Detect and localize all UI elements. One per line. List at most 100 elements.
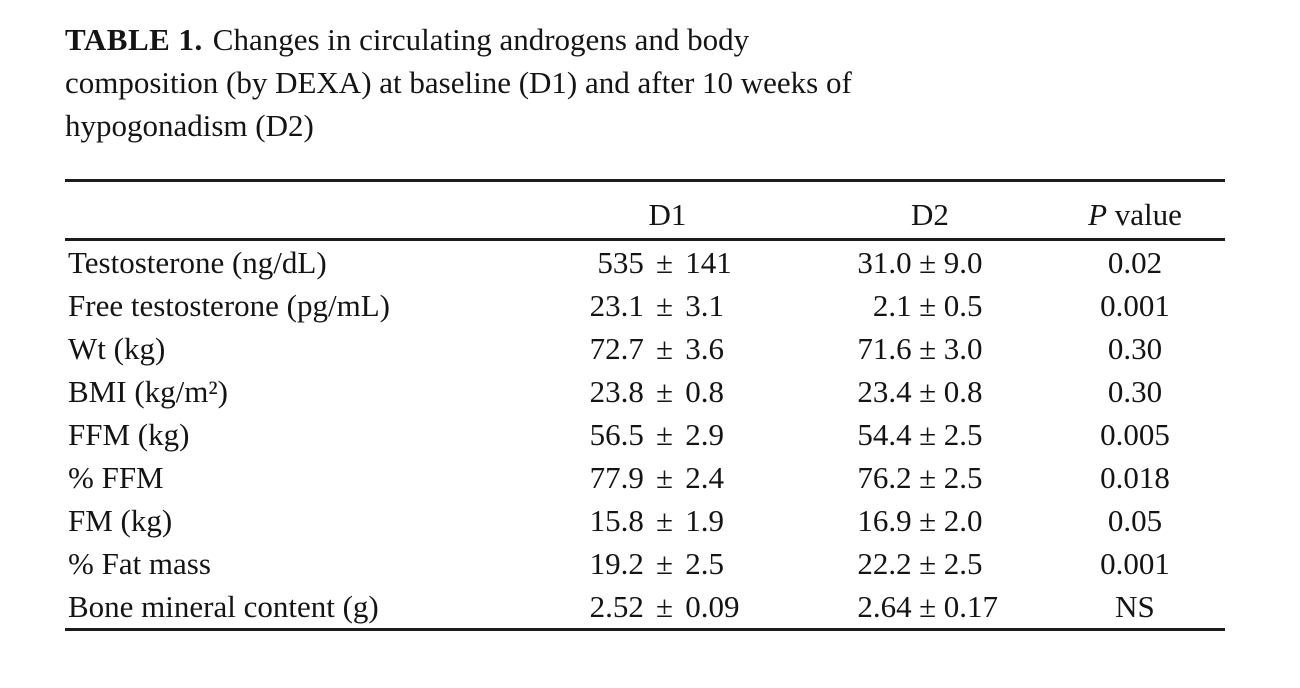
- d2-value: 76.2 ±2.5: [815, 456, 1045, 499]
- p-value: 0.05: [1107, 503, 1163, 538]
- plus-minus-sign: ±: [919, 546, 937, 581]
- d1-mean: 72.7: [589, 331, 644, 366]
- caption-text-line-3: hypogonadism (D2): [65, 108, 314, 143]
- d2-sd: 0.8: [943, 374, 983, 409]
- column-header-d1: D1: [648, 197, 687, 232]
- d1-value: 19.2 ±2.5: [520, 542, 815, 585]
- d2-sd: 2.0: [943, 503, 983, 538]
- d1-sd: 0.8: [685, 374, 724, 409]
- d2-value: 54.4 ±2.5: [815, 413, 1045, 456]
- d2-value: 2.1 ±0.5: [815, 284, 1045, 327]
- row-label: % FFM: [68, 460, 164, 495]
- table-row: Testosterone (ng/dL) 535 ±141 31.0 ±9.0 0.…: [65, 241, 1225, 284]
- p-value: 0.001: [1100, 546, 1170, 581]
- row-label: FM (kg): [68, 503, 173, 538]
- d1-mean: 19.2: [589, 546, 644, 581]
- plus-minus-sign: ±: [919, 589, 937, 624]
- plus-minus-sign: ±: [656, 288, 674, 323]
- d1-value: 56.5 ±2.9: [520, 413, 815, 456]
- plus-minus-sign: ±: [919, 288, 937, 323]
- d2-sd: 9.0: [943, 245, 983, 280]
- d2-mean: 31.0: [857, 245, 912, 280]
- d2-mean: 2.1: [872, 288, 912, 323]
- caption-label: TABLE 1.: [65, 22, 203, 57]
- row-label: Bone mineral content (g): [68, 589, 379, 624]
- caption-text-line-1: Changes in circulating androgens and bod…: [212, 22, 750, 57]
- d1-sd: 2.5: [685, 546, 724, 581]
- d1-value: 72.7 ±3.6: [520, 327, 815, 370]
- d1-sd: 3.6: [685, 331, 724, 366]
- p-value-symbol: P: [1088, 197, 1108, 232]
- plus-minus-sign: ±: [656, 417, 674, 452]
- table-row: BMI (kg/m²) 23.8 ±0.8 23.4 ±0.8 0.30: [65, 370, 1225, 413]
- column-header-d2: D2: [911, 197, 949, 232]
- caption-line-1: TABLE 1. Changes in circulating androgens…: [65, 18, 1235, 61]
- d1-sd: 2.4: [685, 460, 724, 495]
- d2-mean: 54.4: [857, 417, 912, 452]
- plus-minus-sign: ±: [656, 374, 674, 409]
- plus-minus-sign: ±: [656, 245, 674, 280]
- plus-minus-sign: ±: [656, 331, 674, 366]
- row-label: Free testosterone (pg/mL): [68, 288, 390, 323]
- d2-value: 16.9 ±2.0: [815, 499, 1045, 542]
- data-table: D1 D2 P value Testosterone (ng/dL) 535 ±1…: [65, 179, 1225, 631]
- plus-minus-sign: ±: [919, 331, 937, 366]
- table-row: Wt (kg) 72.7 ±3.6 71.6 ±3.0 0.30: [65, 327, 1225, 370]
- d1-sd: 0.09: [685, 589, 740, 624]
- column-header-pvalue: P value: [1045, 193, 1225, 236]
- d2-sd: 2.5: [943, 546, 983, 581]
- row-label: % Fat mass: [68, 546, 211, 581]
- table-caption: TABLE 1. Changes in circulating androgens…: [65, 18, 1235, 147]
- table-row: % FFM 77.9 ±2.4 76.2 ±2.5 0.018: [65, 456, 1225, 499]
- plus-minus-sign: ±: [656, 503, 674, 538]
- table-header-rule: [65, 238, 1225, 241]
- row-label: Testosterone (ng/dL): [68, 245, 327, 280]
- table-row: % Fat mass 19.2 ±2.5 22.2 ±2.5 0.001: [65, 542, 1225, 585]
- d1-mean: 56.5: [589, 417, 644, 452]
- plus-minus-sign: ±: [656, 546, 674, 581]
- d1-mean: 15.8: [589, 503, 644, 538]
- table-row: FFM (kg) 56.5 ±2.9 54.4 ±2.5 0.005: [65, 413, 1225, 456]
- caption-text-line-2: composition (by DEXA) at baseline (D1) a…: [65, 65, 852, 100]
- plus-minus-sign: ±: [919, 417, 937, 452]
- d1-mean: 23.8: [589, 374, 644, 409]
- d1-mean: 2.52: [589, 589, 644, 624]
- d2-sd: 3.0: [943, 331, 983, 366]
- d2-mean: 16.9: [857, 503, 912, 538]
- d2-value: 22.2 ±2.5: [815, 542, 1045, 585]
- d2-sd: 0.5: [943, 288, 983, 323]
- p-value: 0.02: [1107, 245, 1163, 280]
- plus-minus-sign: ±: [919, 460, 937, 495]
- p-value: 0.30: [1107, 374, 1163, 409]
- d1-value: 15.8 ±1.9: [520, 499, 815, 542]
- p-value-word: value: [1107, 197, 1182, 232]
- p-value: 0.001: [1100, 288, 1170, 323]
- table-top-rule: [65, 179, 1225, 182]
- plus-minus-sign: ±: [919, 374, 937, 409]
- table-header-row: D1 D2 P value: [65, 182, 1225, 238]
- d2-mean: 22.2: [857, 546, 912, 581]
- p-value: 0.30: [1107, 331, 1163, 366]
- d2-mean: 2.64: [857, 589, 912, 624]
- d2-value: 23.4 ±0.8: [815, 370, 1045, 413]
- table-row: FM (kg) 15.8 ±1.9 16.9 ±2.0 0.05: [65, 499, 1225, 542]
- d2-value: 31.0 ±9.0: [815, 241, 1045, 284]
- row-label: FFM (kg): [68, 417, 190, 452]
- d2-value: 2.64 ±0.17: [815, 585, 1045, 628]
- d1-mean: 23.1: [589, 288, 644, 323]
- d2-mean: 76.2: [857, 460, 912, 495]
- d1-sd: 3.1: [685, 288, 724, 323]
- d1-value: 77.9 ±2.4: [520, 456, 815, 499]
- plus-minus-sign: ±: [656, 460, 674, 495]
- row-label: BMI (kg/m²): [68, 374, 228, 409]
- d1-value: 23.1 ±3.1: [520, 284, 815, 327]
- p-value: NS: [1115, 589, 1155, 624]
- table-row: Bone mineral content (g) 2.52 ±0.09 2.64 ±…: [65, 585, 1225, 628]
- p-value: 0.018: [1100, 460, 1170, 495]
- d1-value: 535 ±141: [520, 241, 815, 284]
- plus-minus-sign: ±: [656, 589, 674, 624]
- d1-sd: 141: [685, 245, 732, 280]
- d2-sd: 2.5: [943, 460, 983, 495]
- d1-value: 2.52 ±0.09: [520, 585, 815, 628]
